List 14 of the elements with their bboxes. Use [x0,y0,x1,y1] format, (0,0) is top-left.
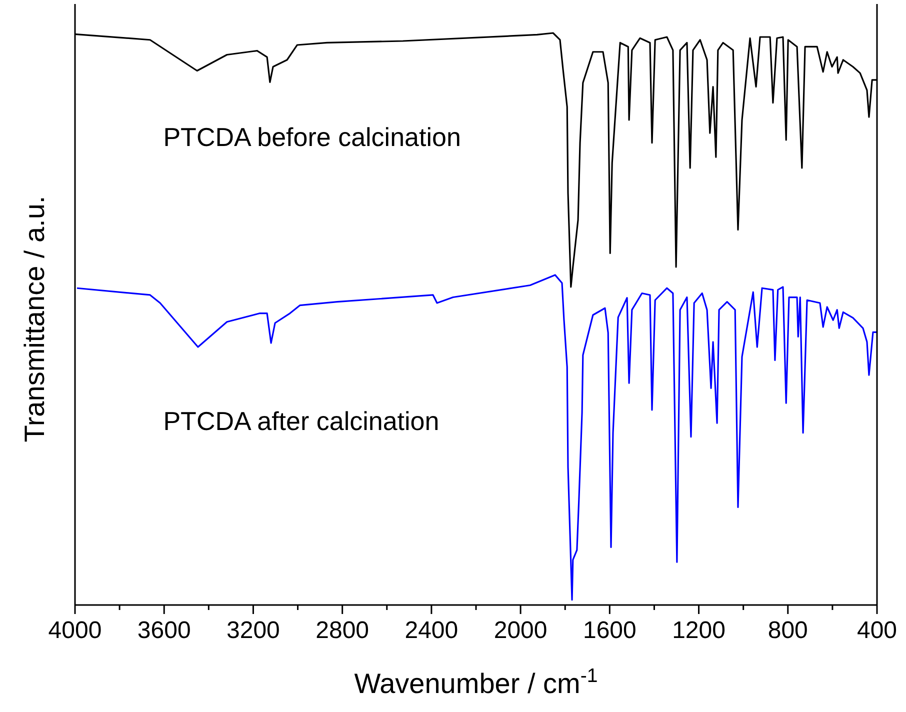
x-tick-label: 1200 [672,617,726,644]
text: PTCDA before calcination [163,122,461,152]
y-axis-title: Transmittance / a.u. [19,196,50,442]
x-tick-label: 2000 [494,617,548,644]
text: PTCDA after calcination [163,406,440,436]
x-tick-label: 3600 [137,617,191,644]
x-tick-label: 3200 [226,617,280,644]
x-tick-label: 4000 [48,617,102,644]
x-tick-label: 2400 [404,617,458,644]
x-tick-label: 800 [768,617,808,644]
x-axis-title: Wavenumber / cm$^{-1}$ [354,665,598,699]
x-tick-label: 2800 [316,617,370,644]
x-tick-label: 1600 [582,617,636,644]
x-tick-label: 400 [856,617,898,644]
